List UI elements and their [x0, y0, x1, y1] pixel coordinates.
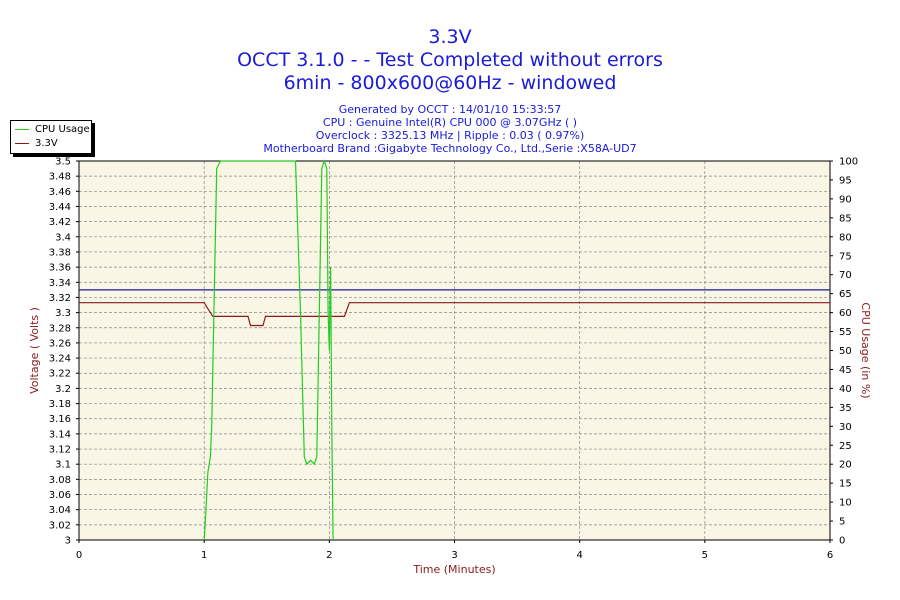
y-tick-label: 3 — [65, 536, 71, 547]
y2-tick-label: 30 — [839, 422, 852, 433]
y2-tick-label: 80 — [839, 232, 852, 243]
x-tick-label: 1 — [201, 550, 207, 561]
chart-title: 3.3V — [428, 26, 472, 48]
y-tick-label: 3.44 — [49, 202, 71, 213]
generated-info: Generated by OCCT : 14/01/10 15:33:57 — [338, 103, 562, 116]
y2-tick-label: 10 — [839, 498, 852, 509]
legend-swatch-3-3v — [15, 143, 29, 144]
chart-subtitle-status: OCCT 3.1.0 - - Test Completed without er… — [237, 49, 663, 71]
y-tick-label: 3.48 — [49, 172, 71, 183]
y2-axis-title: CPU Usage (in %) — [859, 302, 872, 398]
y2-tick-label: 5 — [839, 517, 845, 528]
y-tick-label: 3.32 — [49, 293, 71, 304]
y2-tick-label: 45 — [839, 365, 852, 376]
legend-item-3-3v: 3.3V — [15, 137, 91, 151]
y-tick-label: 3.2 — [55, 384, 71, 395]
y-tick-label: 3.42 — [49, 217, 71, 228]
x-tick-label: 0 — [76, 550, 82, 561]
y-tick-label: 3.4 — [55, 232, 71, 243]
y-tick-label: 3.46 — [49, 187, 71, 198]
series-line-3-3v — [79, 302, 830, 327]
y-tick-label: 3.08 — [49, 475, 71, 486]
y-tick-label: 3.06 — [49, 490, 71, 501]
legend-item-cpu-usage: CPU Usage — [15, 123, 91, 137]
y-tick-label: 3.12 — [49, 445, 71, 456]
chart-legend: CPU Usage 3.3V — [10, 120, 92, 154]
y-tick-label: 3.02 — [49, 520, 71, 531]
y-tick-label: 3.26 — [49, 338, 71, 349]
x-tick-label: 2 — [326, 550, 332, 561]
x-tick-label: 4 — [576, 550, 582, 561]
y-tick-label: 3.18 — [49, 399, 71, 410]
y2-tick-label: 65 — [839, 289, 852, 300]
x-tick-label: 5 — [702, 550, 708, 561]
y2-tick-label: 95 — [839, 175, 852, 186]
y2-tick-label: 35 — [839, 403, 852, 414]
y2-tick-label: 15 — [839, 479, 852, 490]
y2-tick-label: 25 — [839, 441, 852, 452]
legend-label-cpu-usage: CPU Usage — [35, 124, 90, 135]
y2-tick-label: 40 — [839, 384, 852, 395]
y2-tick-label: 85 — [839, 213, 852, 224]
y-tick-label: 3.22 — [49, 369, 71, 380]
legend-label-3-3v: 3.3V — [35, 138, 58, 149]
y2-tick-label: 75 — [839, 251, 852, 262]
y2-tick-label: 90 — [839, 194, 852, 205]
x-axis-title: Time (Minutes) — [412, 563, 495, 576]
y-axis-title: Voltage ( Volts ) — [28, 307, 41, 394]
y2-tick-label: 60 — [839, 308, 852, 319]
y-tick-label: 3.24 — [49, 354, 71, 365]
x-tick-label: 6 — [827, 550, 833, 561]
y-tick-label: 3.04 — [49, 505, 71, 516]
x-tick-label: 3 — [451, 550, 457, 561]
y-tick-label: 3.38 — [49, 247, 71, 258]
y2-tick-label: 55 — [839, 327, 852, 338]
y2-tick-label: 20 — [839, 460, 852, 471]
cpu-info: CPU : Genuine Intel(R) CPU 000 @ 3.07GHz… — [322, 116, 578, 129]
legend-swatch-cpu-usage — [15, 129, 29, 130]
chart-subtitle-settings: 6min - 800x600@60Hz - windowed — [283, 72, 617, 94]
y-tick-label: 3.28 — [49, 323, 71, 334]
y-tick-label: 3.14 — [49, 429, 71, 440]
motherboard-info: Motherboard Brand :Gigabyte Technology C… — [263, 142, 637, 155]
y2-tick-label: 50 — [839, 346, 852, 357]
y-tick-label: 3.36 — [49, 263, 71, 274]
series-line-cpu-usage — [203, 159, 334, 541]
y-tick-label: 3.5 — [55, 157, 71, 168]
overclock-info: Overclock : 3325.13 MHz | Ripple : 0.03 … — [315, 129, 585, 142]
y-tick-label: 3.1 — [55, 460, 71, 471]
y-tick-label: 3.3 — [55, 308, 71, 319]
y-tick-label: 3.16 — [49, 414, 71, 425]
y-tick-label: 3.34 — [49, 278, 71, 289]
y2-tick-label: 0 — [839, 536, 845, 547]
y2-tick-label: 100 — [839, 157, 858, 168]
y2-tick-label: 70 — [839, 270, 852, 281]
